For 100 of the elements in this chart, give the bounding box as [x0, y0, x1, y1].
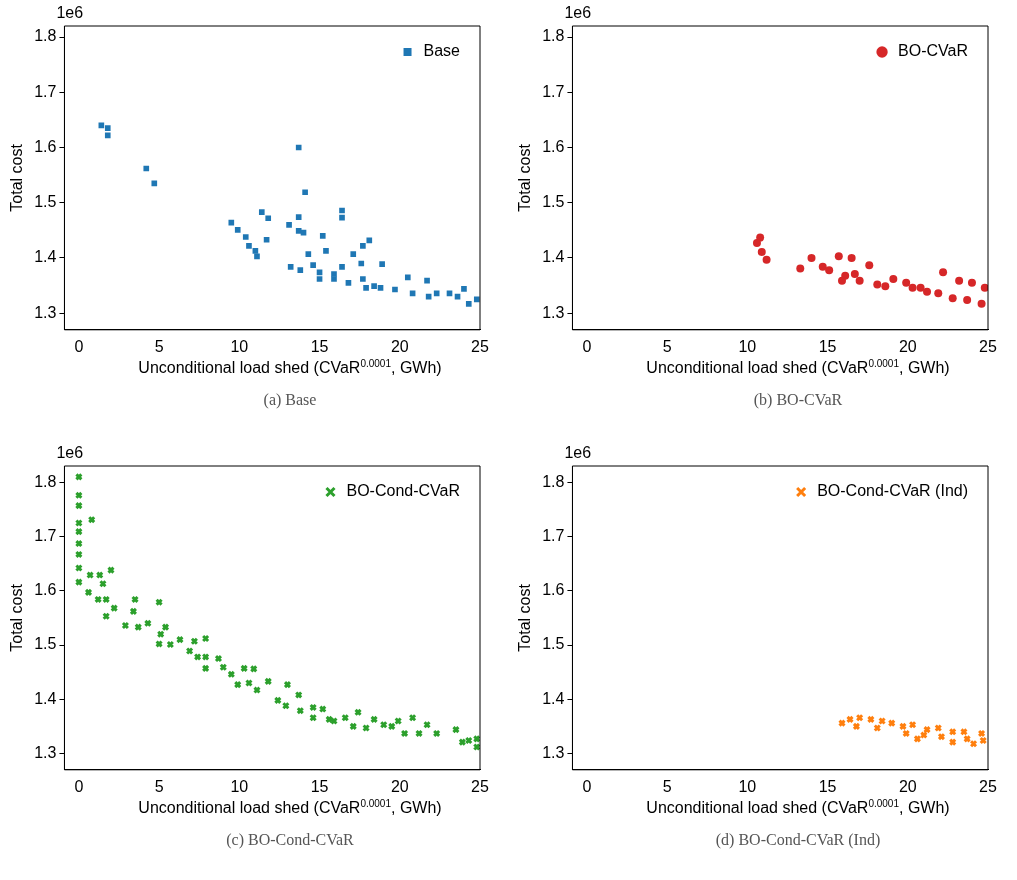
point [234, 226, 241, 233]
point [807, 253, 816, 262]
y-tick-label: 1.6 [542, 137, 565, 155]
x-tick-label: 10 [738, 337, 757, 355]
x-tick-label: 25 [979, 337, 997, 355]
point [404, 274, 411, 281]
point [461, 286, 467, 292]
point [331, 276, 337, 282]
point [865, 261, 874, 270]
x-tick-label: 5 [662, 777, 672, 795]
point [465, 301, 472, 307]
y-tick-label: 1.5 [34, 635, 57, 653]
point [358, 260, 365, 267]
point [297, 267, 304, 273]
legend-label: BO-CVaR [898, 42, 968, 60]
point [424, 277, 430, 284]
point [350, 251, 357, 257]
y-tick-label: 1.3 [34, 743, 57, 761]
x-axis-title: Unconditional load shed (CVaR$^{0.0001}$, GWh) [137, 798, 443, 818]
text: 1e6 [564, 444, 592, 462]
x-tick-label: 10 [230, 777, 249, 795]
point [762, 255, 771, 264]
point [339, 207, 345, 214]
y-tick-label: 1.3 [542, 743, 565, 761]
point [246, 243, 252, 249]
y-axis-title: Total cost [516, 143, 534, 212]
point [323, 247, 329, 254]
legend-label: BO-Cond-CVaR (Ind) [817, 482, 968, 500]
x-tick-label: 15 [310, 777, 329, 795]
point [345, 280, 352, 286]
point [955, 276, 964, 285]
point [980, 283, 988, 292]
point [433, 290, 440, 297]
point [305, 251, 312, 257]
point [151, 180, 158, 187]
x-tick-label: 10 [230, 337, 249, 355]
point [377, 284, 384, 291]
point [371, 283, 377, 289]
point [331, 271, 337, 277]
x-tick-label: 5 [662, 337, 672, 355]
y-tick-label: 1.7 [34, 526, 57, 544]
point [939, 268, 948, 277]
text: 1e6 [56, 4, 84, 22]
point [916, 283, 925, 292]
point [254, 253, 260, 260]
text: (c) BO-Cond-CVaR [225, 831, 355, 850]
point [908, 283, 917, 292]
x-tick-label: 20 [390, 777, 409, 795]
y-tick-label: 1.6 [542, 581, 565, 599]
point [360, 276, 366, 282]
point [295, 144, 302, 151]
x-tick-label: 20 [898, 777, 917, 795]
x-tick-label: 10 [738, 777, 757, 795]
y-tick-label: 1.4 [542, 689, 565, 707]
y-tick-label: 1.5 [34, 193, 57, 211]
x-tick-label: 15 [818, 777, 837, 795]
point [339, 264, 345, 270]
text: (a) Base [262, 391, 318, 410]
point [360, 243, 366, 249]
point [392, 286, 398, 293]
y-tick-label: 1.4 [34, 248, 57, 266]
point [881, 282, 890, 291]
point [967, 278, 976, 287]
y-axis-title: Total cost [8, 583, 26, 652]
point [977, 299, 986, 308]
y-tick-label: 1.5 [542, 635, 565, 653]
y-tick-label: 1.4 [34, 689, 57, 707]
y-tick-label: 1.5 [542, 193, 565, 211]
y-tick-label: 1.8 [542, 472, 565, 490]
text: 1e6 [56, 444, 84, 462]
x-tick-label: 15 [818, 337, 837, 355]
point [847, 253, 856, 262]
point [104, 125, 111, 132]
point [265, 215, 272, 222]
y-tick-label: 1.7 [542, 526, 565, 544]
x-tick-label: 20 [390, 337, 409, 355]
point [319, 233, 326, 239]
y-tick-label: 1.4 [542, 248, 565, 266]
x-tick-label: 5 [154, 777, 164, 795]
y-tick-label: 1.6 [34, 581, 57, 599]
point [855, 276, 864, 285]
y-tick-label: 1.7 [34, 82, 57, 100]
x-tick-label: 0 [582, 337, 592, 355]
point [923, 287, 932, 296]
point [104, 132, 111, 139]
point [837, 276, 846, 285]
x-tick-label: 25 [471, 777, 489, 795]
point [363, 284, 369, 291]
x-tick-label: 0 [74, 337, 84, 355]
point [834, 252, 843, 261]
x-tick-label: 20 [898, 337, 917, 355]
point [757, 247, 766, 256]
x-axis-title: Unconditional load shed (CVaR$^{0.0001}$, GWh) [645, 798, 951, 818]
point [143, 165, 150, 172]
point [379, 261, 385, 267]
text: (b) BO-CVaR [752, 391, 844, 410]
point [242, 234, 249, 240]
point [302, 189, 308, 196]
x-tick-label: 0 [582, 777, 592, 795]
x-tick-label: 25 [471, 337, 489, 355]
